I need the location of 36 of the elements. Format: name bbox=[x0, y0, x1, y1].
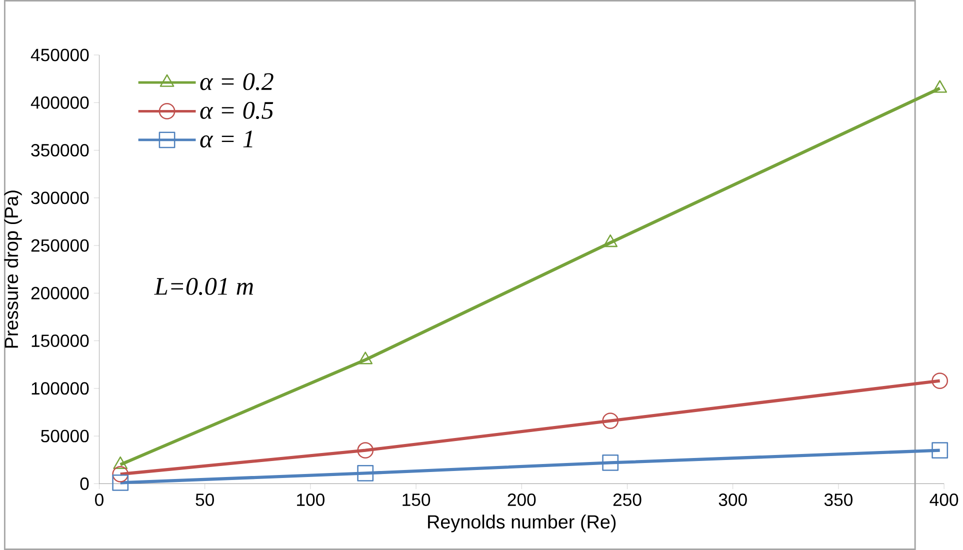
y-tick-label: 150000 bbox=[32, 334, 89, 348]
x-tick-label: 350 bbox=[824, 494, 853, 506]
point bbox=[602, 454, 619, 471]
y-tick-label: 250000 bbox=[31, 239, 89, 252]
y-tick-label: 0 bbox=[80, 477, 89, 490]
y-tick-label: 450000 bbox=[30, 48, 89, 62]
point bbox=[602, 412, 619, 430]
x-tick-label: 100 bbox=[297, 494, 324, 506]
y-tick-label: 300000 bbox=[31, 192, 89, 204]
x-axis-title: Reynolds number (Re) bbox=[428, 514, 616, 532]
x-tick-label: 300 bbox=[718, 494, 747, 506]
x-tick-label: 400 bbox=[930, 494, 958, 506]
point bbox=[932, 372, 948, 389]
x-tick-label: 0 bbox=[95, 494, 104, 506]
point bbox=[112, 474, 129, 491]
point bbox=[357, 465, 374, 482]
annotation: L=0.01 m bbox=[154, 278, 253, 296]
y-tick-label: 350000 bbox=[31, 144, 89, 156]
point bbox=[112, 466, 129, 482]
y-tick-label: 50000 bbox=[41, 430, 89, 442]
point bbox=[932, 442, 948, 459]
legend-label: α = 1 bbox=[200, 130, 252, 148]
legend-label: α = 0.2 bbox=[200, 73, 274, 90]
y-tick-label: 200000 bbox=[31, 286, 89, 300]
legend-label: α = 0.5 bbox=[200, 102, 274, 120]
y-tick-label: 100000 bbox=[32, 382, 89, 395]
point bbox=[357, 442, 374, 459]
x-tick-label: 250 bbox=[613, 494, 642, 506]
y-axis-title: Pressure drop (Pa) bbox=[4, 190, 22, 348]
x-tick-label: 200 bbox=[508, 494, 536, 506]
x-tick-label: 150 bbox=[402, 494, 430, 506]
point bbox=[932, 80, 948, 93]
x-tick-label: 50 bbox=[196, 494, 214, 506]
point bbox=[603, 234, 618, 248]
y-tick-label: 400000 bbox=[30, 96, 89, 109]
point bbox=[358, 352, 373, 364]
